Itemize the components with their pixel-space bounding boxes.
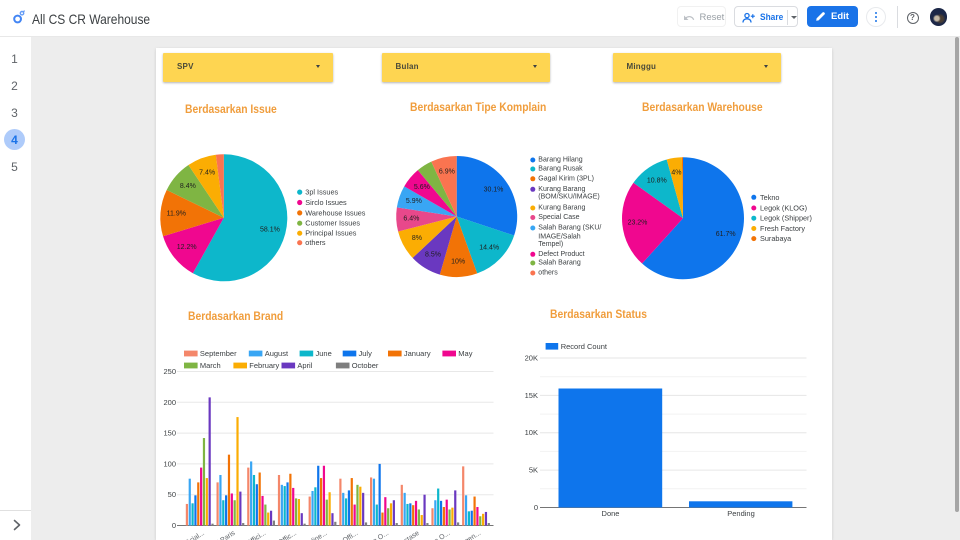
svg-text:61.7%: 61.7% [716,231,736,238]
svg-text:Defect Product: Defect Product [538,251,584,258]
svg-text:15K: 15K [525,391,538,400]
svg-text:0: 0 [172,521,176,530]
svg-text:50: 50 [168,490,176,499]
svg-text:8%: 8% [412,235,422,242]
svg-text:March: March [200,361,221,370]
svg-text:April: April [297,361,312,370]
svg-text:February: February [249,361,279,370]
svg-text:5.6%: 5.6% [414,184,430,191]
svg-text:8.5%: 8.5% [425,252,441,259]
svg-text:6.9%: 6.9% [439,169,455,176]
svg-text:...na O...: ...na O... [425,530,451,540]
svg-text:10K: 10K [525,428,538,437]
svg-text:0: 0 [534,503,538,512]
svg-text:Done: Done [602,509,620,518]
svg-text:Legok (KLOG): Legok (KLOG) [760,204,807,213]
svg-text:...nline...: ...nline... [303,530,329,540]
svg-text:..l Paris: ..l Paris [213,530,237,540]
svg-text:10.8%: 10.8% [647,177,667,184]
svg-text:...stase: ...stase [398,530,421,540]
svg-text:250: 250 [163,367,176,376]
svg-text:others: others [538,270,558,277]
svg-text:100: 100 [163,459,176,468]
svg-text:July: July [359,349,373,358]
svg-text:Kurang Barang: Kurang Barang [538,186,585,193]
svg-text:4%: 4% [671,170,681,177]
svg-text:Warehouse Issues: Warehouse Issues [305,208,366,217]
svg-text:Special Case: Special Case [538,214,579,221]
svg-text:3pl Issues: 3pl Issues [305,188,338,197]
svg-text:October: October [352,361,379,370]
svg-text:8.4%: 8.4% [180,183,196,190]
svg-text:September: September [200,349,237,358]
svg-text:5.9%: 5.9% [406,198,422,205]
svg-text:6.4%: 6.4% [403,215,419,222]
svg-text:Record Count: Record Count [561,342,608,351]
svg-text:Tekno: Tekno [760,193,779,202]
svg-text:...na O...: ...na O... [364,530,390,540]
svg-text:12.2%: 12.2% [177,244,197,251]
svg-text:Salah Barang: Salah Barang [538,260,581,267]
svg-text:(BOM/SKU/IMAGE): (BOM/SKU/IMAGE) [538,193,599,200]
svg-text:IMAGE/Salah: IMAGE/Salah [538,233,581,240]
svg-text:Surabaya: Surabaya [760,234,792,243]
svg-text:7.4%: 7.4% [199,170,215,177]
svg-text:14.4%: 14.4% [479,245,499,252]
svg-text:...Offic...: ...Offic... [272,530,298,540]
svg-text:Pending: Pending [727,509,755,518]
svg-text:Offici...: Offici... [245,530,267,540]
svg-text:Gagal Kirim (3PL): Gagal Kirim (3PL) [538,175,594,182]
svg-text:Barang Rusak: Barang Rusak [538,166,583,173]
svg-text:Legok (Shipper): Legok (Shipper) [760,214,812,223]
svg-text:Barang Hilang: Barang Hilang [538,157,582,164]
svg-text:Kurang Barang: Kurang Barang [538,205,585,212]
svg-text:58.1%: 58.1% [260,226,280,233]
svg-text:200: 200 [163,398,176,407]
svg-text:Fresh Factory: Fresh Factory [760,224,805,233]
svg-text:...ficial...: ...ficial... [181,530,206,540]
svg-text:others: others [305,238,326,247]
svg-text:Principal Issues: Principal Issues [305,229,356,238]
svg-text:January: January [404,349,431,358]
svg-text:10%: 10% [451,258,465,265]
svg-text:...ngen...: ...ngen... [456,530,483,540]
svg-text:Salah Barang (SKU/: Salah Barang (SKU/ [538,225,601,232]
svg-text:11.9%: 11.9% [167,211,186,218]
svg-text:20K: 20K [525,354,538,363]
svg-text:5K: 5K [529,466,538,475]
svg-text:August: August [265,349,289,358]
svg-text:23.2%: 23.2% [628,220,648,227]
svg-text:Customer Issues: Customer Issues [305,219,360,228]
svg-text:...Offi...: ...Offi... [337,530,360,540]
svg-text:Sirclo Issues: Sirclo Issues [305,198,347,207]
svg-text:30.1%: 30.1% [484,186,504,193]
svg-text:May: May [458,349,472,358]
svg-text:150: 150 [163,429,176,438]
svg-text:June: June [316,349,332,358]
svg-text:Tempel): Tempel) [538,241,563,248]
